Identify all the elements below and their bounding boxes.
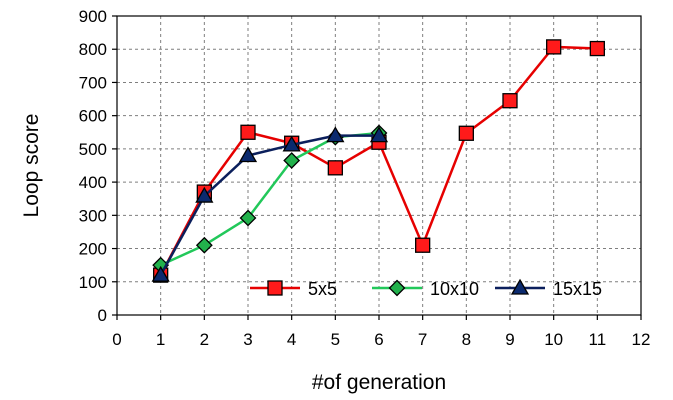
data-point-5x5 <box>240 124 256 140</box>
y-tick-label: 700 <box>79 73 107 92</box>
legend: 5x5 10x10 15x15 <box>250 278 602 299</box>
y-tick-label: 200 <box>79 240 107 259</box>
x-tick-label: 4 <box>287 330 296 349</box>
x-tick-label: 10 <box>544 330 563 349</box>
data-point-15x15 <box>326 126 345 143</box>
y-tick-label: 800 <box>79 40 107 59</box>
legend-label-10x10: 10x10 <box>430 279 479 299</box>
x-tick-label: 5 <box>331 330 340 349</box>
data-point-5x5 <box>546 39 562 55</box>
data-point-15x15 <box>238 146 258 163</box>
y-tick-label: 100 <box>79 273 107 292</box>
data-point-10x10 <box>239 209 257 227</box>
data-point-5x5 <box>327 160 343 176</box>
x-tick-label: 0 <box>112 330 121 349</box>
y-tick-label: 500 <box>79 140 107 159</box>
x-tick-label: 3 <box>243 330 252 349</box>
legend-item-15x15: 15x15 <box>495 278 602 299</box>
data-point-5x5 <box>502 93 518 109</box>
grid-layer <box>117 16 641 315</box>
series-layer <box>151 39 605 283</box>
data-point-15x15 <box>369 126 389 143</box>
data-point-15x15 <box>282 135 301 152</box>
x-tick-label: 9 <box>505 330 514 349</box>
legend-label-15x15: 15x15 <box>553 279 602 299</box>
x-tick-label: 1 <box>156 330 165 349</box>
series-line-10x10 <box>160 131 380 267</box>
series-10x10 <box>152 124 388 274</box>
series-15x15 <box>151 126 389 282</box>
y-tick-label: 900 <box>79 7 107 26</box>
series-line-15x15 <box>159 134 379 276</box>
x-tick-label: 6 <box>374 330 383 349</box>
x-axis-title: #of generation <box>312 371 446 394</box>
legend-marker-15x15 <box>510 278 530 295</box>
data-point-10x10 <box>283 152 301 169</box>
x-tick-label: 8 <box>462 330 471 349</box>
legend-marker-5x5 <box>267 280 283 296</box>
data-point-5x5 <box>415 237 431 253</box>
x-tick-label: 12 <box>632 330 651 349</box>
x-tick-label: 11 <box>589 330 607 349</box>
data-point-10x10 <box>195 236 213 254</box>
x-tick-label: 7 <box>418 330 427 349</box>
data-point-15x15 <box>195 186 214 203</box>
legend-item-5x5: 5x5 <box>250 279 337 299</box>
y-tick-label: 300 <box>79 206 107 225</box>
legend-item-10x10: 10x10 <box>372 279 479 299</box>
y-axis-title: Loop score <box>20 114 43 218</box>
data-point-5x5 <box>458 125 474 141</box>
data-point-15x15 <box>151 265 170 282</box>
y-tick-label: 600 <box>79 107 107 126</box>
legend-label-5x5: 5x5 <box>308 279 337 299</box>
tick-layer: 0 1 2 3 4 5 6 7 8 9 10 11 12010020030040050060070080… <box>79 7 651 349</box>
y-tick-label: 400 <box>79 173 107 192</box>
legend-marker-10x10 <box>388 279 406 297</box>
data-point-5x5 <box>589 40 605 57</box>
y-tick-label: 0 <box>98 306 107 325</box>
x-tick-label: 2 <box>200 330 209 349</box>
